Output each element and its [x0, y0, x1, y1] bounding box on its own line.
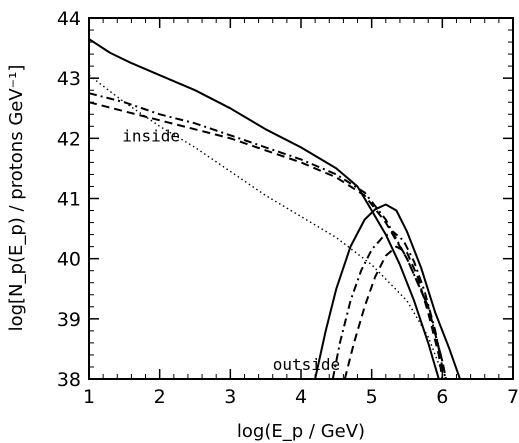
annotation-inside: inside: [122, 126, 180, 145]
y-tick-label: 38: [57, 369, 81, 391]
y-tick-label: 43: [57, 68, 81, 90]
series-line-solid: [89, 38, 440, 379]
x-tick-label: 1: [83, 386, 95, 408]
series-line-solid: [314, 203, 461, 379]
series-line-dashed: [89, 101, 447, 379]
y-tick-label: 41: [57, 189, 81, 211]
series-line-dashdot: [331, 230, 447, 379]
y-axis-label: log[N_p(E_p) / protons GeV⁻¹]: [6, 65, 27, 332]
x-tick-label: 6: [436, 386, 448, 408]
series-line-dashdot: [89, 92, 447, 379]
x-tick-label: 4: [295, 386, 307, 408]
x-tick-label: 5: [366, 386, 378, 408]
x-tick-label: 2: [154, 386, 166, 408]
series-line-dashed: [343, 245, 444, 379]
annotation-outside: outside: [273, 355, 340, 374]
y-tick-label: 42: [57, 128, 81, 150]
y-tick-label: 44: [57, 8, 81, 30]
y-tick-label: 40: [57, 249, 81, 271]
x-tick-label: 7: [507, 386, 519, 408]
series-line-dotted: [89, 74, 443, 374]
y-tick-label: 39: [57, 309, 81, 331]
x-tick-label: 3: [224, 386, 236, 408]
x-axis-label: log(E_p / GeV): [237, 421, 365, 442]
